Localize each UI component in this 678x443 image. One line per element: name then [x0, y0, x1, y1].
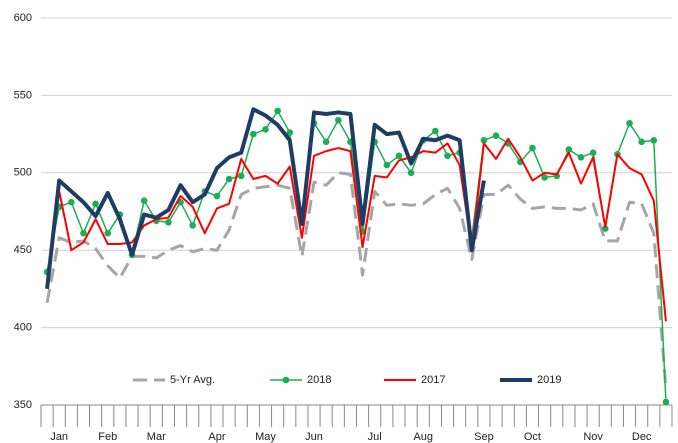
x-tick-label: Oct	[524, 431, 541, 443]
data-point	[492, 132, 500, 139]
data-point	[225, 175, 233, 183]
x-tick-label: May	[255, 431, 276, 443]
y-tick-label: 400	[14, 322, 32, 334]
data-point	[541, 174, 548, 181]
legend-label: 2019	[537, 374, 561, 386]
x-tick-label: Aug	[413, 431, 433, 443]
x-tick-label: Mar	[147, 431, 166, 443]
legend-label: 5-Yr Avg.	[170, 374, 215, 386]
data-point	[432, 127, 439, 135]
series-line	[45, 171, 668, 390]
data-point	[237, 172, 245, 180]
data-point	[274, 107, 281, 115]
data-point	[638, 138, 645, 146]
series-line	[46, 137, 667, 322]
series-line	[45, 107, 486, 290]
legend-label: 2018	[307, 374, 331, 386]
data-point	[589, 149, 597, 156]
legend-marker	[282, 376, 290, 384]
x-tick-label: Dec	[632, 431, 652, 443]
data-point	[565, 146, 573, 153]
data-point	[480, 136, 488, 144]
x-tick-label: Jun	[305, 431, 323, 443]
data-point	[395, 152, 403, 160]
data-point	[407, 169, 415, 177]
legend-label: 2017	[421, 374, 445, 386]
data-point	[334, 116, 342, 124]
x-tick-label: Nov	[583, 431, 603, 443]
x-tick-label: Feb	[98, 431, 117, 443]
data-point	[104, 229, 112, 237]
data-point	[68, 198, 75, 206]
data-point	[92, 200, 99, 208]
x-tick-label: Jan	[50, 431, 68, 443]
data-point	[250, 130, 257, 138]
data-point	[383, 161, 391, 169]
x-tick-label: Apr	[208, 431, 225, 443]
y-tick-label: 350	[14, 399, 32, 411]
data-point	[286, 129, 294, 136]
data-point	[662, 398, 670, 406]
data-point	[80, 229, 87, 237]
x-tick-label: Sep	[474, 431, 494, 443]
y-tick-label: 600	[14, 12, 32, 24]
data-point	[262, 126, 269, 133]
y-tick-label: 550	[14, 89, 32, 101]
data-point	[189, 222, 196, 229]
x-tick-label: Jul	[368, 431, 382, 443]
data-point	[165, 219, 172, 226]
data-point	[529, 144, 536, 152]
y-tick-label: 500	[14, 167, 32, 179]
data-point	[577, 154, 585, 161]
data-point	[213, 192, 221, 200]
data-point	[601, 225, 609, 232]
data-point	[626, 119, 633, 127]
data-point	[650, 136, 658, 144]
data-point	[322, 138, 330, 146]
data-point	[140, 197, 148, 204]
data-point	[444, 152, 451, 160]
y-tick-label: 450	[14, 244, 32, 256]
